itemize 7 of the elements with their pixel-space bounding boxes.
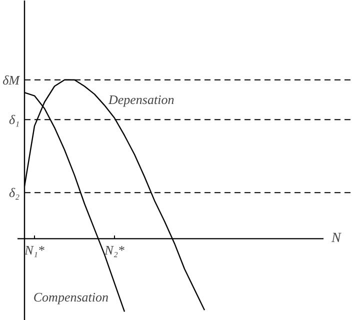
series-label: Compensation	[33, 290, 109, 305]
x-tick-label: N₂*	[104, 242, 125, 258]
ref-line-label: δ₁	[8, 112, 20, 128]
x-axis-title: N	[330, 231, 342, 246]
series-label: Depensation	[108, 92, 174, 107]
ref-line-label: δM	[2, 72, 21, 88]
ref-line-label: δ₂	[8, 185, 20, 200]
